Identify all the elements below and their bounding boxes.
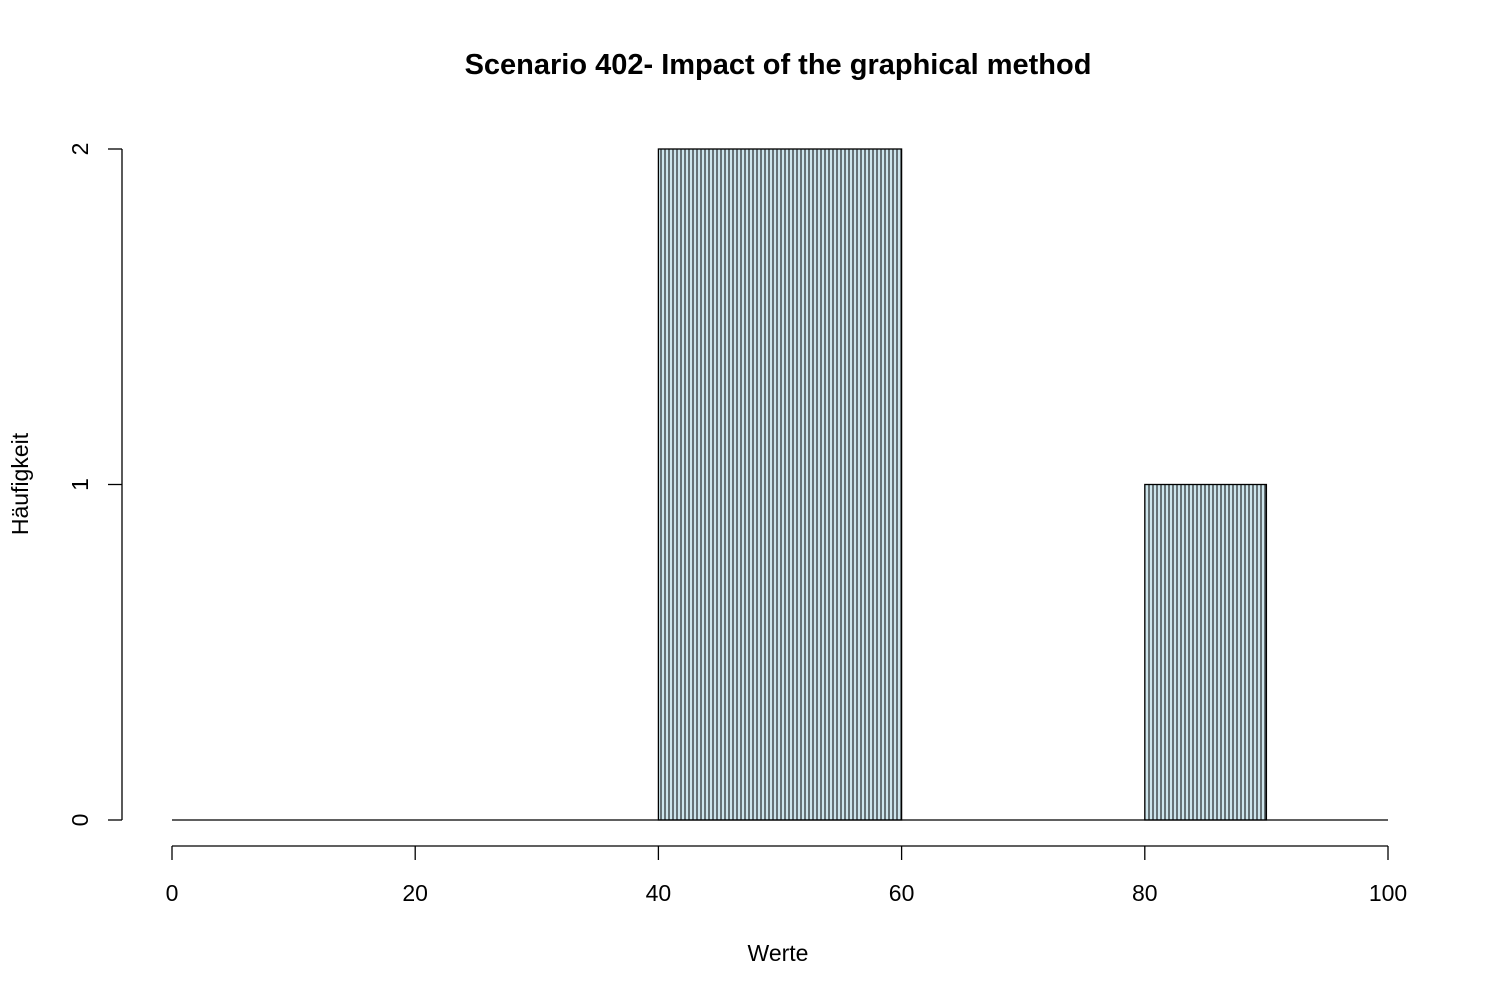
x-tick-label-3: 60: [889, 880, 915, 906]
x-tick-label-4: 80: [1132, 880, 1158, 906]
bar-1: [1144, 483, 1268, 821]
y-tick-label-2: 2: [67, 143, 93, 156]
chart-marks: 0 20 40 60 80 100 0 1 2: [67, 143, 1407, 906]
x-tick-label-1: 20: [402, 880, 428, 906]
x-tick-label-5: 100: [1369, 880, 1407, 906]
y-axis-label: Häufigkeit: [7, 432, 33, 535]
y-tick-label-1: 1: [67, 478, 93, 491]
x-tick-label-2: 40: [646, 880, 672, 906]
chart-title: Scenario 402- Impact of the graphical me…: [465, 49, 1092, 81]
x-tick-label-0: 0: [166, 880, 179, 906]
y-tick-label-0: 0: [67, 814, 93, 827]
bar-0: [657, 148, 903, 821]
x-axis-label: Werte: [748, 940, 809, 966]
